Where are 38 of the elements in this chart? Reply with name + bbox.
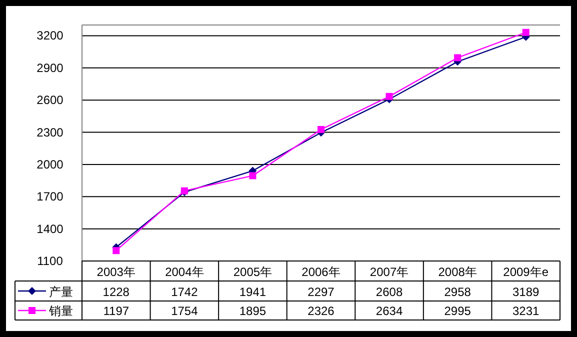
point (522, 28, 530, 36)
data-label: 1941 (239, 285, 266, 299)
y-tick-label: 3200 (36, 28, 64, 43)
data-label: 3189 (512, 285, 540, 299)
data-label: 1895 (239, 304, 266, 318)
x-tick-label: 2004年 (165, 265, 204, 279)
data-label: 1742 (171, 285, 198, 299)
data-label: 2608 (376, 285, 403, 299)
x-tick-label: 2007年 (370, 265, 409, 279)
data-label: 2297 (308, 285, 335, 299)
data-label: 1228 (102, 285, 130, 299)
data-label: 1197 (103, 304, 130, 318)
y-tick-label: 1100 (37, 254, 64, 268)
legend-label: 销量 (48, 304, 73, 318)
y-tick-label: 2300 (36, 125, 64, 140)
point (249, 172, 256, 180)
y-tick-label: 2000 (36, 157, 64, 172)
data-label: 2634 (376, 304, 403, 318)
x-tick-label: 2008年 (438, 265, 477, 279)
x-tick-label: 2003年 (96, 265, 136, 279)
point (318, 126, 324, 133)
legend-label: 产量 (49, 285, 73, 299)
y-tick-label: 1400 (36, 222, 64, 236)
data-label: 2958 (444, 285, 472, 299)
point (454, 54, 462, 62)
plot: 1100 1400 1700 2000 2300 2600 2900 3200 (36, 24, 560, 268)
point (386, 92, 393, 100)
x-tick-label: 2005年 (233, 265, 272, 279)
y-tick-label: 1700 (36, 190, 64, 204)
data-label: 2326 (308, 304, 335, 318)
data-label: 3231 (512, 304, 540, 318)
y-tick-label: 2900 (36, 60, 64, 75)
x-tick-label: 2009年e (503, 265, 549, 279)
data-label: 2995 (444, 304, 472, 318)
y-tick-label: 2600 (36, 93, 64, 108)
point (112, 247, 120, 254)
data-label: 1754 (171, 304, 198, 318)
x-tick-label: 2006年 (302, 265, 340, 279)
